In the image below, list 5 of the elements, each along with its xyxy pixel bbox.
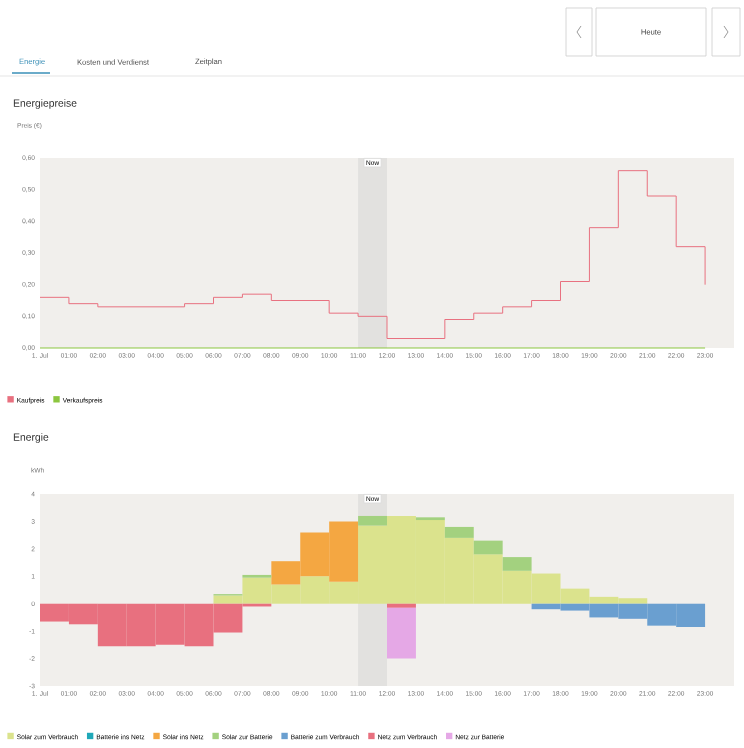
bar [473,540,503,555]
bar [502,557,532,571]
bar [387,607,416,659]
bar [444,526,474,538]
bar [358,515,387,526]
